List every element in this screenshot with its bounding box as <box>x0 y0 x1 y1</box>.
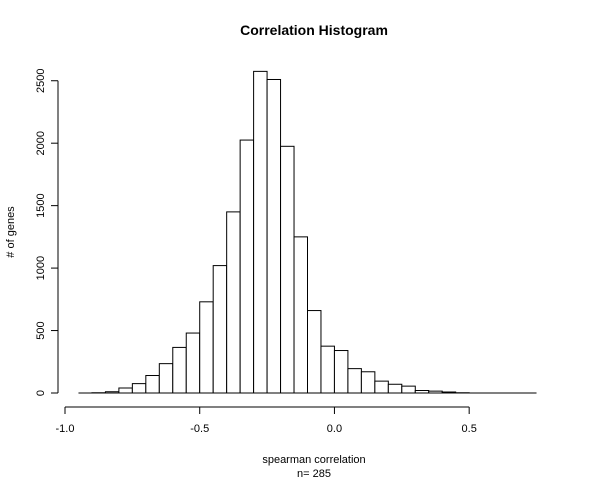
histogram-bar <box>199 301 214 394</box>
bars-group <box>78 70 537 394</box>
y-tick-label: 2500 <box>35 68 47 92</box>
histogram-bar <box>212 265 228 394</box>
histogram-bar <box>226 211 241 394</box>
histogram-bar <box>253 70 268 394</box>
histogram-bar <box>387 383 403 394</box>
x-axis-label: spearman correlation <box>262 454 365 466</box>
histogram-bar <box>333 350 349 394</box>
histogram-bar <box>266 78 282 394</box>
histogram-bar <box>280 145 295 394</box>
histogram-bar <box>239 139 255 394</box>
x-axis: -1.0 -0.5 0.0 0.5 <box>56 406 477 435</box>
chart-title: Correlation Histogram <box>240 22 388 38</box>
histogram-bar <box>360 371 376 394</box>
x-tick-label: 0.0 <box>327 423 342 435</box>
y-axis-label: # of genes <box>5 206 17 258</box>
histogram-bar <box>347 368 362 394</box>
histogram-bar <box>185 332 201 394</box>
y-tick-label: 0 <box>35 390 47 396</box>
histogram-bar <box>158 363 174 394</box>
histogram-bar <box>293 236 308 394</box>
y-tick-label: 1000 <box>35 256 47 280</box>
x-tick-label: -1.0 <box>56 423 75 435</box>
histogram-bar <box>118 387 133 394</box>
histogram-bar <box>401 385 416 394</box>
y-tick-label: 1500 <box>35 193 47 217</box>
histogram-bar <box>131 383 147 394</box>
histogram-bar <box>145 375 160 394</box>
y-tick-label: 500 <box>35 321 47 339</box>
histogram-bar <box>307 310 322 394</box>
histogram-bar <box>320 345 335 394</box>
y-axis: 0 500 1000 1500 2000 2500 <box>35 68 59 396</box>
histogram-bar <box>374 380 389 394</box>
x-tick-label: -0.5 <box>190 423 209 435</box>
y-tick-label: 2000 <box>35 131 47 155</box>
sample-size-label: n= 285 <box>297 468 331 480</box>
x-tick-label: 0.5 <box>462 423 477 435</box>
histogram-bar <box>172 346 187 394</box>
